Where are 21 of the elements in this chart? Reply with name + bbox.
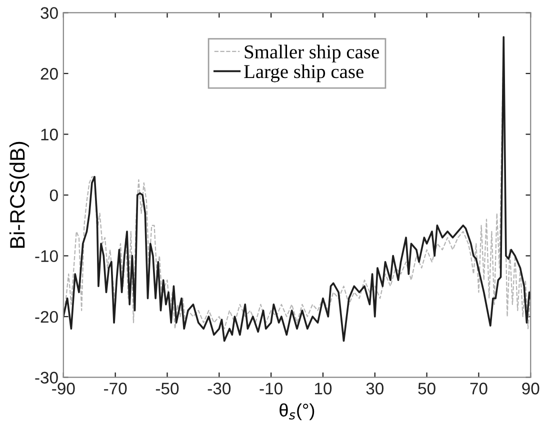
y-tick-label: 0 bbox=[50, 189, 58, 202]
x-tick-label: -70 bbox=[104, 382, 127, 394]
x-tick-label: -10 bbox=[260, 382, 282, 394]
x-tick-label: 10 bbox=[314, 382, 332, 394]
y-axis-title: Bi-RCS(dB) bbox=[9, 142, 29, 248]
y-tick-label: -10 bbox=[35, 250, 58, 262]
x-tick-label: 50 bbox=[418, 382, 436, 394]
y-tick-label: 30 bbox=[40, 7, 58, 19]
y-tick-label: 20 bbox=[40, 68, 58, 80]
x-tick-label: 30 bbox=[366, 382, 384, 394]
legend-label: Smaller ship case bbox=[244, 44, 379, 62]
x-axis-title: θ$_{s}$(°) bbox=[280, 403, 314, 420]
x-tick-label: 90 bbox=[522, 382, 540, 394]
y-tick-label: -20 bbox=[35, 310, 58, 323]
y-tick-label: -30 bbox=[35, 372, 58, 384]
legend-label: Large ship case bbox=[244, 64, 364, 82]
x-tick-label: -30 bbox=[208, 382, 231, 394]
x-tick-label: 70 bbox=[470, 382, 488, 394]
y-tick-label: 10 bbox=[41, 128, 58, 140]
x-tick-label: -50 bbox=[156, 382, 179, 394]
x-tick-label: -90 bbox=[52, 382, 75, 394]
